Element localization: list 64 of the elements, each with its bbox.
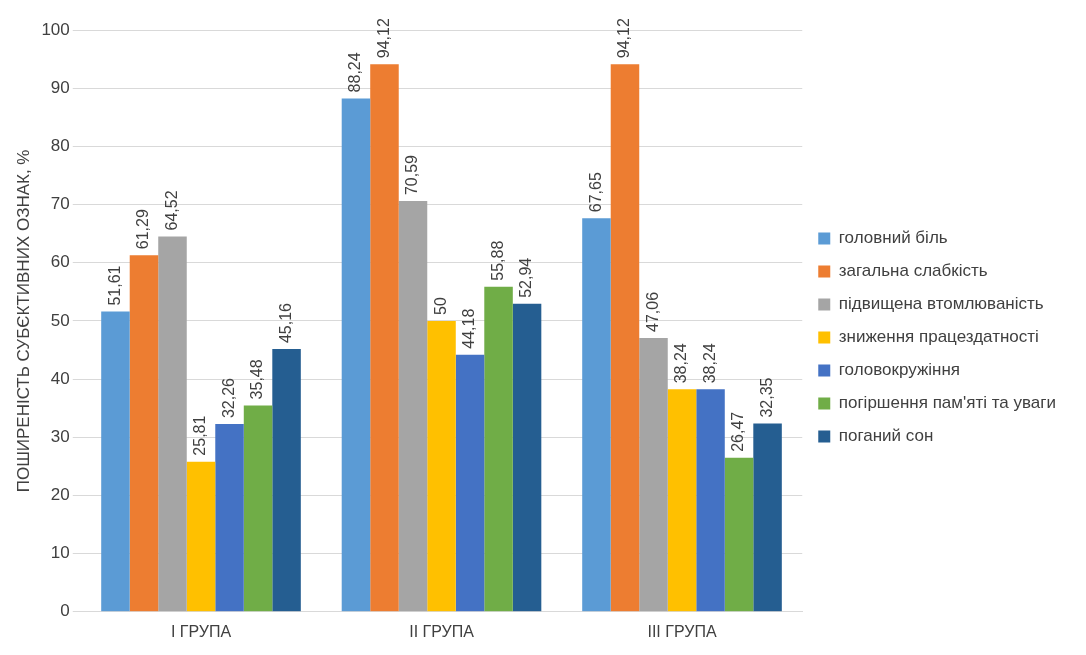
x-tick-label: III ГРУПА	[647, 622, 717, 640]
data-label: 32,35	[757, 377, 775, 418]
y-tick-label: 30	[50, 426, 70, 446]
data-label: 38,24	[672, 343, 690, 384]
data-label: 32,26	[219, 377, 237, 419]
bar	[512, 303, 542, 612]
data-label: 94,12	[374, 18, 392, 59]
data-label: 55,88	[488, 240, 506, 281]
legend-label: поганий сон	[838, 426, 934, 446]
data-label: 38,24	[700, 343, 718, 384]
y-tick-label: 50	[50, 310, 70, 330]
data-label: 88,24	[346, 52, 364, 93]
x-tick-label: I ГРУПА	[170, 622, 232, 640]
y-tick-label: 10	[50, 543, 70, 563]
y-tick-label: 100	[41, 19, 70, 39]
y-tick-label: 0	[60, 601, 70, 621]
y-tick-label: 40	[50, 368, 70, 388]
data-label: 50	[431, 297, 449, 315]
data-label: 67,65	[586, 172, 604, 213]
bar	[215, 424, 244, 612]
bar	[243, 405, 273, 612]
y-tick-label: 90	[50, 77, 70, 97]
data-label: 44,18	[460, 308, 478, 349]
data-label: 47,06	[643, 291, 661, 332]
legend-label: підвищена втомлюваність	[838, 294, 1044, 314]
legend-label: головний біль	[838, 228, 948, 248]
legend-label: головокружіння	[838, 360, 961, 380]
x-tick-label: II ГРУПА	[409, 622, 475, 640]
bar	[341, 98, 371, 612]
bar	[724, 457, 754, 612]
bar	[158, 236, 187, 612]
bar	[639, 338, 668, 612]
bar	[582, 218, 611, 612]
bar	[753, 423, 782, 612]
bar	[667, 389, 697, 612]
legend-label: зниження працездатності	[838, 327, 1039, 347]
data-label: 64,52	[162, 190, 180, 231]
data-label: 25,81	[191, 415, 209, 456]
bar	[696, 389, 725, 612]
data-label: 94,12	[615, 18, 633, 59]
legend-label: погіршення пам'яті та уваги	[838, 393, 1057, 413]
bar	[427, 320, 456, 612]
bar	[370, 64, 399, 612]
y-tick-label: 80	[50, 136, 70, 156]
bar	[455, 354, 485, 612]
data-label: 70,59	[403, 154, 421, 196]
legend-label: загальна слабкість	[838, 261, 988, 281]
bar	[610, 64, 640, 612]
bar	[186, 461, 216, 612]
data-label: 61,29	[134, 209, 152, 250]
y-axis-title: ПОШИРЕНІСТЬ СУБЄКТИВНИХ ОЗНАК, %	[13, 149, 33, 493]
data-label: 26,47	[729, 411, 747, 452]
data-label: 45,16	[276, 302, 294, 344]
y-tick-label: 20	[50, 485, 70, 505]
data-label: 52,94	[517, 257, 535, 298]
bar	[129, 255, 159, 612]
bar	[398, 201, 428, 612]
data-label: 51,61	[105, 265, 123, 306]
bar	[484, 286, 513, 612]
y-tick-label: 70	[50, 194, 70, 214]
bar	[272, 349, 301, 612]
data-label: 35,48	[248, 359, 266, 400]
bar	[101, 311, 130, 612]
y-tick-label: 60	[50, 252, 70, 272]
